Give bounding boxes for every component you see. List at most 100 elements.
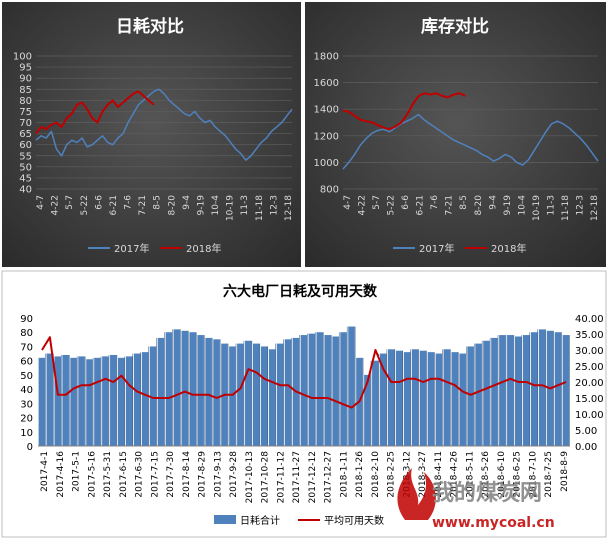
x-tick-label: 10-4 [211,195,221,216]
y2-tick-label: 25.00 [575,362,604,373]
y2-tick-label: 30.00 [575,346,604,357]
x-tick-label: 2018-2-10 [371,451,381,498]
legend-label: 2017年 [419,242,454,255]
x-tick-label: 2018-6-25 [513,451,523,498]
bar [340,332,347,446]
y-tick-label: 1200 [314,131,339,142]
y-tick-label: 1600 [314,78,339,89]
x-tick-label: 10-19 [532,195,542,221]
panel-background [2,2,301,267]
x-tick-label: 10-19 [226,195,236,221]
y-tick-label: 90 [20,314,33,325]
y2-tick-label: 15.00 [575,394,604,405]
x-tick-label: 2017-5-31 [103,451,113,498]
x-tick-label: 2017-9-28 [229,451,239,498]
bar [157,337,165,446]
bar [467,346,474,446]
bar [522,335,530,446]
watermark-url: www.mycoal.cn [432,515,555,531]
x-tick-label: 8-5 [153,195,163,210]
bar [459,353,466,446]
bar [213,339,220,446]
y-tick-label: 1800 [314,52,339,63]
x-tick-label: 7-6 [430,195,440,210]
x-tick-label: 7-6 [124,195,134,210]
x-tick-label: 2017-4-16 [56,451,66,498]
x-tick-label: 9-4 [182,195,192,210]
x-tick-label: 2018-6-10 [497,451,507,498]
x-tick-label: 2018-1-26 [355,451,365,498]
x-tick-label: 2017-6-15 [119,451,129,498]
legend-label: 日耗合计 [240,514,280,527]
x-tick-label: 2017-12-27 [324,451,334,503]
bar [380,353,387,446]
x-tick-label: 2018-2-25 [387,451,397,498]
y-tick-label: 65 [19,129,32,140]
bar [387,349,395,446]
bar [475,343,482,446]
bar [562,335,570,446]
x-tick-label: 11-3 [546,195,556,215]
x-tick-label: 2018-3-27 [418,451,428,498]
y-tick-label: 85 [19,85,32,96]
bar [348,326,355,446]
panel-background [305,2,606,267]
bar [332,336,339,446]
y-tick-label: 45 [19,173,32,184]
x-tick-label: 2018-1-11 [339,451,349,498]
x-tick-label: 5-7 [372,195,382,210]
bar [364,374,371,446]
y-tick-label: 800 [320,185,339,196]
bar [515,336,522,446]
bar [451,352,459,446]
y-tick-label: 80 [19,96,32,107]
x-tick-label: 2017-7-30 [166,451,176,498]
bar [395,350,403,446]
y-tick-label: 90 [19,74,32,85]
bar [181,330,189,446]
x-tick-label: 4-22 [51,195,61,215]
series-line-2018年 [35,90,155,135]
x-tick-label: 2018-7-25 [544,451,554,498]
bar [276,343,284,446]
x-tick-label: 8-5 [459,195,469,210]
flame-icon [397,468,436,520]
chart-title: 库存对比 [421,16,489,37]
series-line-days [41,336,567,409]
legend-swatch-bars [214,515,236,524]
y-tick-label: 55 [19,151,32,162]
x-tick-label: 10-4 [517,195,527,216]
bar [149,346,157,446]
series-line-2017年 [342,113,599,170]
bar [62,354,69,446]
x-tick-label: 2017-12-12 [308,451,318,503]
bar [78,356,85,446]
x-tick-label: 4-7 [36,195,46,210]
y-tick-label: 1000 [314,158,339,169]
x-tick-label: 2017-8-29 [198,451,208,498]
x-tick-label: 11-3 [240,195,250,215]
x-tick-label: 2017-11-12 [276,451,286,503]
y2-tick-label: 35.00 [575,330,604,341]
x-tick-label: 9-4 [488,195,498,210]
chart-six-plants: 六大电厂日耗及可用天数 0 10 20 30 40 50 60 70 80 90 0.00 5.00 1… [1,270,607,538]
x-tick-label: 2017-10-13 [245,451,255,503]
legend-label: 平均可用天数 [324,514,384,527]
legend-label: 2018年 [186,242,221,255]
y-tick-label: 1400 [314,105,339,116]
y-tick-label: 30 [20,399,33,410]
x-tick-label: 2017-5-1 [72,451,82,492]
bar [554,332,562,446]
bar [189,332,197,446]
bar [507,335,514,446]
y-tick-label: 60 [20,357,33,368]
y-tick-label: 75 [19,107,32,118]
y-tick-label: 40 [20,385,33,396]
x-tick-label: 12-3 [269,195,279,215]
x-tick-label: 7-21 [138,195,148,215]
bar [245,340,252,446]
x-tick-label: 5-7 [65,195,75,210]
x-tick-label: 12-3 [575,195,585,215]
